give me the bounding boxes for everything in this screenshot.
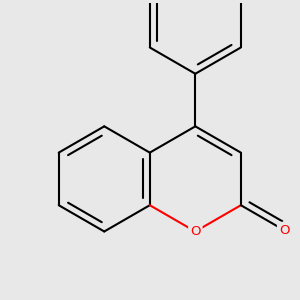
Text: O: O (279, 224, 290, 237)
Text: O: O (190, 225, 201, 238)
